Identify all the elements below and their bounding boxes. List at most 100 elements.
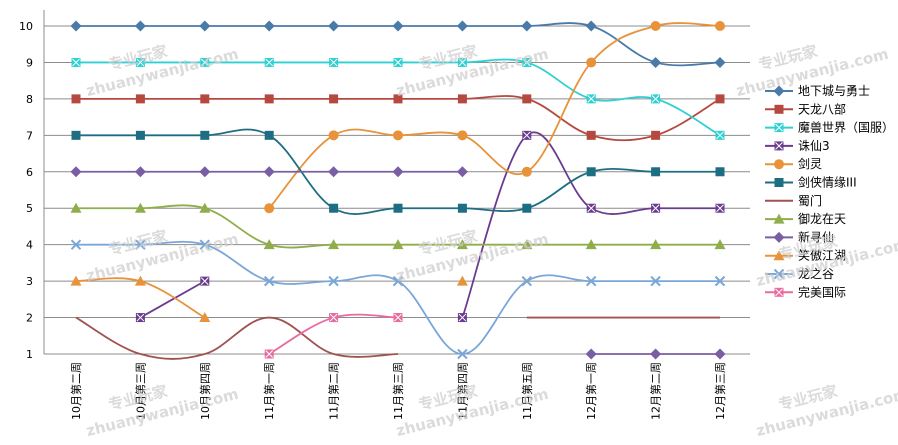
data-point	[714, 348, 726, 360]
data-point	[135, 239, 146, 250]
data-point	[715, 203, 725, 213]
data-point	[456, 275, 468, 286]
y-tick-label: 1	[26, 348, 33, 361]
x-tick-label: 11月第四周	[455, 362, 469, 420]
data-point	[585, 20, 597, 32]
data-point	[650, 239, 662, 250]
series-line-6-0	[75, 316, 399, 360]
series-line-3-1	[461, 131, 720, 318]
data-point	[329, 57, 339, 67]
data-point	[329, 94, 339, 104]
legend-swatch-marker	[774, 123, 784, 133]
data-point	[135, 130, 145, 140]
data-point	[200, 57, 210, 67]
x-tick-label: 11月第二周	[327, 362, 341, 420]
data-point	[521, 275, 533, 287]
data-point	[650, 275, 661, 287]
data-point	[456, 20, 468, 32]
data-point	[328, 130, 339, 141]
data-point	[134, 166, 146, 178]
data-point	[393, 203, 403, 213]
data-point	[392, 20, 404, 32]
data-point	[134, 20, 146, 32]
data-point	[586, 130, 596, 140]
legend-label: 御龙在天	[798, 211, 846, 226]
y-tick-label: 2	[26, 312, 33, 325]
data-point	[585, 348, 597, 360]
legend-swatch-marker	[773, 213, 785, 224]
x-tick-label: 11月第三周	[391, 362, 405, 420]
legend-swatch-marker	[773, 231, 785, 243]
data-point	[715, 21, 725, 31]
data-point	[586, 57, 597, 68]
data-point	[135, 313, 145, 323]
data-point	[714, 56, 726, 68]
x-tick-label: 12月第二周	[649, 362, 663, 420]
data-point	[329, 203, 339, 213]
y-tick-label: 4	[26, 239, 33, 252]
data-point	[264, 203, 275, 214]
data-point	[134, 202, 146, 213]
data-point	[586, 167, 596, 177]
y-tick-label: 9	[26, 56, 33, 69]
data-point	[392, 275, 404, 287]
data-point	[199, 239, 211, 250]
legend-label: 魔兽世界（国服）	[798, 120, 894, 135]
y-tick-label: 5	[26, 202, 33, 215]
data-point	[70, 202, 82, 213]
data-point	[650, 56, 662, 68]
data-point	[135, 94, 145, 104]
data-point	[715, 167, 725, 177]
data-point	[521, 20, 533, 32]
y-axis: 1 2 3 4 5 6 7 8 9 10	[19, 10, 45, 361]
x-tick-label: 12月第三周	[713, 362, 727, 420]
legend-swatch-marker	[773, 268, 785, 280]
legend-label: 剑灵	[798, 156, 822, 171]
data-point	[392, 166, 404, 178]
data-point	[264, 130, 274, 140]
data-point	[199, 20, 211, 32]
series-line-4-0	[268, 22, 721, 209]
data-point	[264, 349, 274, 359]
data-point	[521, 239, 533, 250]
series-line-10-0	[76, 240, 720, 355]
data-point	[457, 130, 468, 141]
legend-swatch-marker	[774, 287, 784, 297]
data-point	[457, 203, 467, 213]
legend-label: 地下城与勇士	[798, 84, 870, 98]
legend-label: 笑傲江湖	[798, 248, 846, 263]
data-point	[651, 167, 661, 177]
data-point	[263, 166, 275, 178]
data-point	[71, 57, 81, 67]
legend-swatch-marker	[773, 85, 785, 97]
data-point	[70, 239, 82, 250]
data-point	[263, 20, 275, 32]
data-point	[135, 57, 145, 67]
data-point	[263, 275, 275, 287]
data-point	[392, 239, 404, 250]
data-point	[200, 94, 210, 104]
data-point	[393, 57, 403, 67]
data-point	[457, 313, 467, 323]
data-point	[715, 94, 725, 104]
legend-swatch-marker	[773, 250, 785, 261]
legend-label: 蜀门	[798, 193, 822, 208]
data-point	[650, 348, 662, 360]
legend-label: 新寻仙	[798, 229, 834, 244]
legend-label: 完美国际	[798, 284, 846, 299]
y-tick-label: 10	[19, 20, 33, 33]
data-point	[651, 94, 661, 104]
data-point	[521, 166, 532, 177]
data-point	[522, 130, 532, 140]
data-point	[457, 94, 467, 104]
x-axis: 10月第二周 10月第三周 10月第四周 11月第一周 11月第二周 11月第三周 11月第…	[69, 362, 727, 420]
data-point	[522, 203, 532, 213]
legend-swatch-marker	[774, 104, 784, 114]
y-tick-label: 8	[26, 93, 33, 106]
data-point	[71, 94, 81, 104]
legend-label: 龙之谷	[798, 267, 834, 281]
